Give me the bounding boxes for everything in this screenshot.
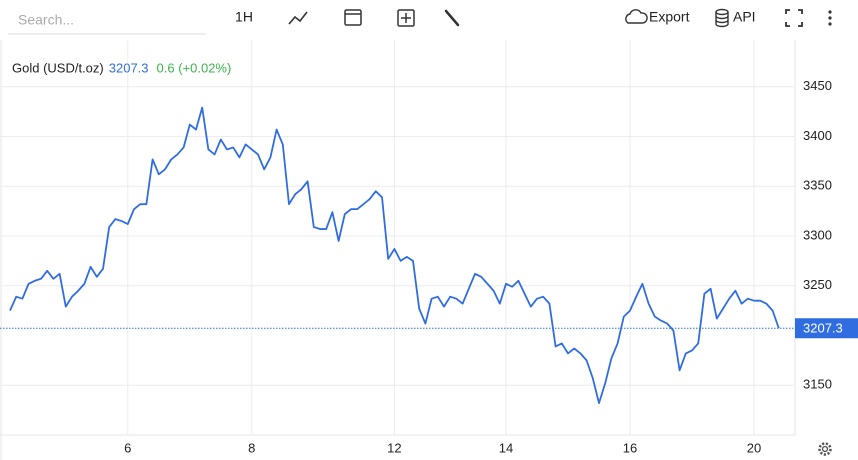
add-indicator-icon[interactable] (397, 9, 415, 27)
x-tick-label: 6 (124, 440, 131, 455)
menu-dot (828, 16, 832, 20)
api-icon-body (715, 12, 729, 28)
y-tick-label: 3300 (803, 227, 832, 242)
gear-teeth (818, 442, 832, 456)
search-placeholder: Search... (18, 12, 74, 28)
x-tick-label: 16 (623, 440, 637, 455)
export-button[interactable]: Export (649, 9, 690, 25)
last-price-tag (795, 318, 858, 339)
menu-dot[interactable] (828, 10, 832, 14)
toolbar: Search... 1H Export API (8, 6, 832, 35)
interval-button[interactable]: 1H (235, 9, 253, 25)
plot (0, 40, 795, 435)
export-icon[interactable] (625, 9, 648, 24)
y-tick-label: 3450 (803, 78, 832, 93)
price-line (9, 106, 780, 405)
y-tick-label: 3400 (803, 128, 832, 143)
fullscreen-icon[interactable] (785, 9, 803, 27)
calendar-icon[interactable] (344, 9, 362, 26)
last-price-label: 3207.3 (803, 321, 843, 336)
x-tick-label: 20 (747, 440, 761, 455)
menu-dot (828, 22, 832, 26)
gear-icon[interactable] (818, 442, 832, 456)
legend-last-value: 3207.3 (109, 60, 149, 75)
y-tick-label: 3150 (803, 377, 832, 392)
x-tick-label: 14 (499, 440, 513, 455)
legend-title: Gold (USD/t.oz) (12, 60, 104, 75)
y-tick-label: 3350 (803, 178, 832, 193)
y-tick-label: 3250 (803, 277, 832, 292)
add-indicator-plus (401, 13, 411, 23)
search-box[interactable] (8, 6, 206, 34)
legend-change: 0.6 (+0.02%) (157, 60, 232, 75)
gear-hole (821, 445, 829, 453)
x-tick-label: 12 (387, 440, 401, 455)
chart-type-icon[interactable] (288, 11, 308, 25)
api-button[interactable]: API (733, 9, 756, 25)
x-tick-label: 8 (248, 440, 255, 455)
settings-wrench-icon[interactable] (444, 9, 460, 27)
